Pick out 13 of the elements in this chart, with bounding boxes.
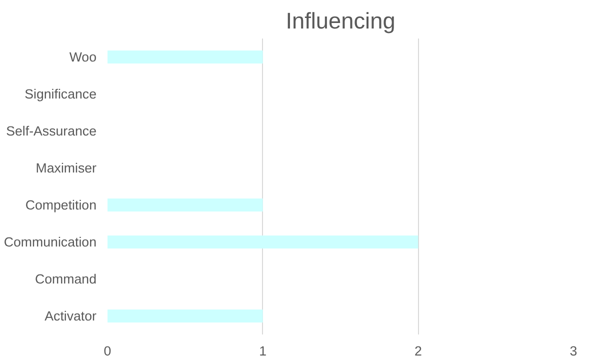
chart-title: Influencing xyxy=(286,8,396,34)
y-tick-label: Communication xyxy=(4,234,97,250)
y-tick-label: Significance xyxy=(24,86,97,102)
y-tick-label: Self-Assurance xyxy=(6,124,96,138)
y-tick-label: Command xyxy=(35,272,97,286)
y-tick-label: Maximiser xyxy=(36,160,98,176)
x-tick-label: 2 xyxy=(414,344,422,358)
y-tick-label: Activator xyxy=(44,308,98,324)
x-tick-label: 0 xyxy=(104,344,112,358)
y-tick-label: Woo xyxy=(69,50,97,64)
x-tick-label: 1 xyxy=(259,344,267,358)
x-tick-label: 3 xyxy=(570,344,578,358)
y-tick-label: Competition xyxy=(25,198,97,212)
